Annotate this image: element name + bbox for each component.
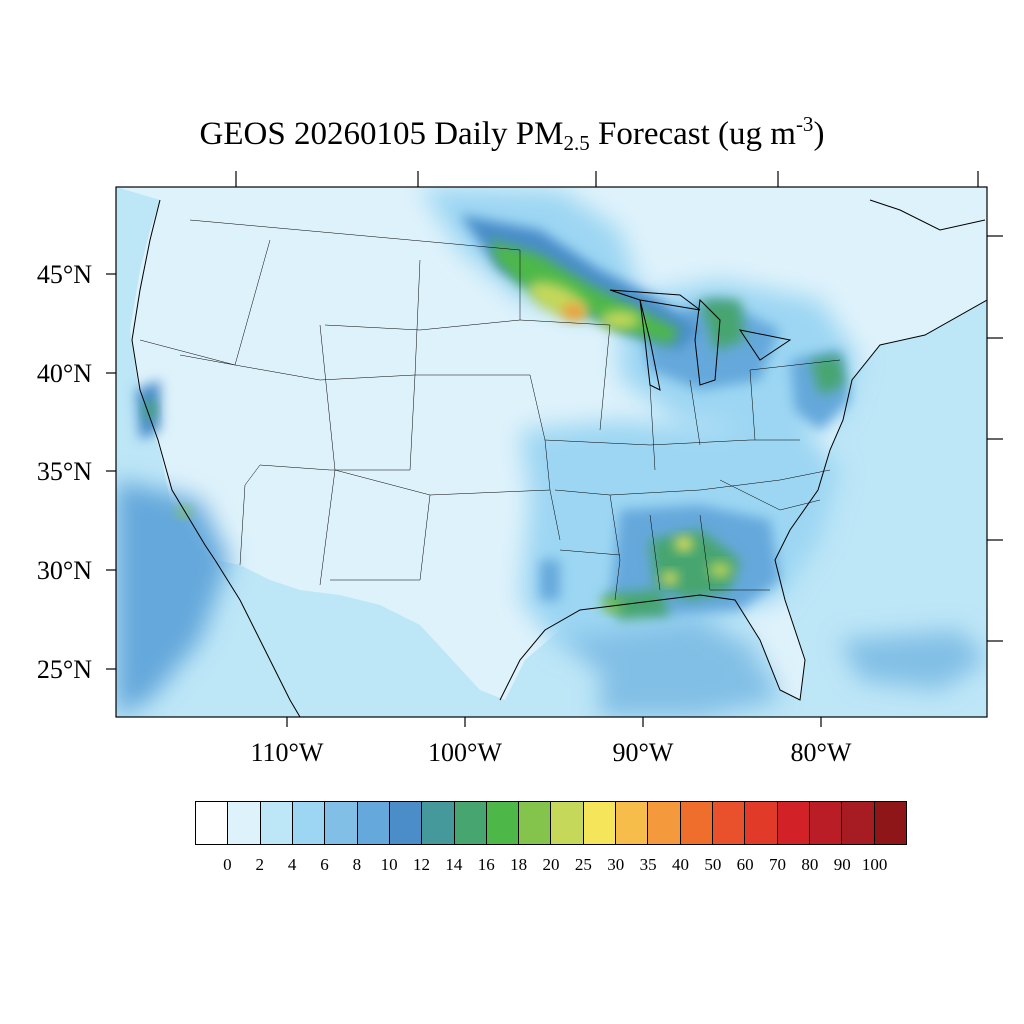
colorbar-tick-label: 4 xyxy=(287,855,297,874)
coastlines xyxy=(131,199,987,717)
hotspots xyxy=(144,281,731,612)
lat-label-35n: 35°N xyxy=(36,457,92,486)
map-frame xyxy=(115,186,988,718)
colorbar-tick-label: 12 xyxy=(413,855,431,874)
colorbar-tick-label: 100 xyxy=(861,855,888,874)
lon-label-90w: 90°W xyxy=(612,738,674,767)
colorbar-swatch xyxy=(777,802,810,844)
colorbar-swatch xyxy=(260,802,293,844)
map-field xyxy=(116,187,987,717)
colorbar-swatch xyxy=(745,802,778,844)
colorbar-swatch xyxy=(519,802,552,844)
colorbar-tick-label: 16 xyxy=(477,855,495,874)
colorbar-tick-label: 60 xyxy=(736,855,754,874)
colorbar-tick-label: 10 xyxy=(380,855,398,874)
colorbar-swatch xyxy=(713,802,746,844)
colorbar-swatch xyxy=(616,802,649,844)
colorbar-tick-label: 2 xyxy=(255,855,264,874)
colorbar-legend xyxy=(195,801,907,845)
colorbar-swatch xyxy=(551,802,584,844)
colorbar-swatch xyxy=(809,802,843,844)
colorbar-swatch xyxy=(422,802,455,844)
colorbar-swatch xyxy=(842,802,875,844)
map-title: GEOS 20260105 Daily PM2.5 Forecast (ug m… xyxy=(199,112,825,155)
colorbar-swatch xyxy=(292,802,326,844)
colorbar-tick-label: 80 xyxy=(801,855,819,874)
colorbar-swatch xyxy=(389,802,423,844)
colorbar-tick-label: 6 xyxy=(320,855,329,874)
lat-label-40n: 40°N xyxy=(36,359,92,388)
colorbar-swatch xyxy=(583,802,617,844)
colorbar-tick-label: 30 xyxy=(607,855,625,874)
colorbar-swatch xyxy=(486,802,520,844)
colorbar-swatch xyxy=(228,802,261,844)
colorbar-tick-label: 90 xyxy=(833,855,851,874)
colorbar-tick-label: 14 xyxy=(445,855,463,874)
colorbar-swatch xyxy=(454,802,487,844)
colorbar-tick-label: 18 xyxy=(510,855,528,874)
lon-label-100w: 100°W xyxy=(428,738,502,767)
state-borders xyxy=(139,219,841,601)
lat-label-45n: 45°N xyxy=(36,260,92,289)
colorbar-tick-label: 70 xyxy=(769,855,787,874)
colorbar-swatch xyxy=(325,802,358,844)
lat-label-25n: 25°N xyxy=(36,655,92,684)
colorbar-swatch xyxy=(680,802,713,844)
colorbar-tick-label: 0 xyxy=(223,855,232,874)
lon-label-80w: 80°W xyxy=(790,738,852,767)
colorbar-swatch xyxy=(874,802,906,844)
colorbar-tick-label: 20 xyxy=(542,855,560,874)
colorbar-tick-label: 50 xyxy=(704,855,722,874)
lat-label-30n: 30°N xyxy=(36,556,92,585)
axis-ticks xyxy=(106,171,1003,727)
colorbar-swatch xyxy=(648,802,681,844)
colorbar-tick-label: 40 xyxy=(671,855,689,874)
colorbar-swatch xyxy=(357,802,390,844)
colorbar-swatch xyxy=(196,802,229,844)
colorbar-tick-label: 25 xyxy=(574,855,592,874)
pm25-map xyxy=(106,171,1003,727)
colorbar-tick-label: 35 xyxy=(639,855,657,874)
lon-label-110w: 110°W xyxy=(250,738,324,767)
colorbar-tick-label: 8 xyxy=(352,855,362,874)
